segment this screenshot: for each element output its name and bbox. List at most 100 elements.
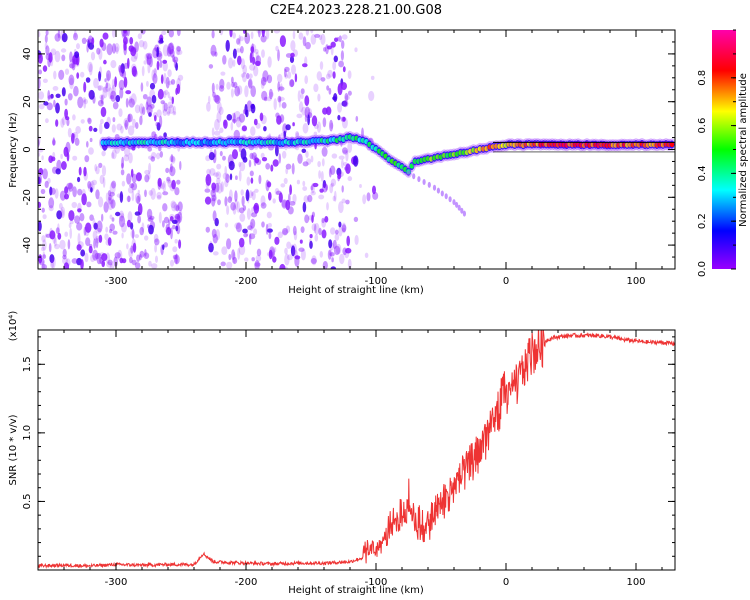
noise-speckle: [99, 252, 105, 257]
noise-speckle: [156, 152, 161, 160]
noise-speckle: [103, 59, 107, 65]
noise-speckle: [148, 155, 154, 160]
noise-speckle: [95, 235, 101, 244]
noise-speckle: [205, 174, 212, 186]
noise-speckle: [169, 213, 175, 220]
noise-speckle: [338, 226, 343, 237]
noise-speckle: [347, 70, 352, 79]
colorbar-tick-label: 0.4: [697, 165, 708, 181]
noise-speckle: [72, 114, 76, 121]
noise-speckle: [277, 95, 282, 103]
noise-speckle: [169, 166, 176, 177]
noise-speckle: [38, 69, 42, 75]
noise-speckle: [83, 166, 87, 177]
noise-speckle: [324, 216, 329, 223]
noise-speckle: [318, 170, 321, 179]
noise-speckle: [41, 264, 47, 269]
noise-speckle: [95, 237, 99, 249]
noise-speckle: [242, 205, 247, 211]
noise-speckle: [251, 43, 255, 55]
noise-speckle: [267, 144, 275, 151]
noise-speckle: [255, 51, 259, 61]
noise-speckle: [242, 156, 248, 163]
noise-speckle: [174, 187, 180, 196]
noise-speckle: [119, 65, 124, 77]
noise-speckle: [121, 156, 124, 169]
noise-speckle: [97, 85, 102, 91]
noise-speckle: [243, 233, 249, 238]
noise-speckle: [76, 43, 80, 50]
noise-speckle: [334, 233, 340, 241]
noise-speckle: [255, 55, 262, 67]
noise-speckle: [45, 30, 49, 36]
noise-speckle: [171, 156, 176, 164]
noise-speckle: [154, 68, 157, 79]
noise-speckle: [224, 196, 228, 207]
noise-speckle: [79, 213, 85, 222]
noise-speckle: [176, 30, 181, 37]
noise-speckle: [124, 119, 129, 130]
noise-speckle: [234, 222, 241, 230]
noise-speckle: [355, 115, 359, 122]
noise-speckle: [289, 201, 296, 206]
noise-speckle: [316, 71, 322, 81]
noise-speckle: [261, 30, 265, 38]
noise-speckle: [236, 117, 241, 122]
noise-speckle: [72, 133, 76, 138]
noise-speckle: [277, 231, 283, 239]
noise-speckle: [239, 113, 245, 123]
noise-speckle: [267, 222, 272, 228]
noise-speckle: [260, 79, 265, 90]
noise-speckle: [250, 212, 258, 218]
noise-speckle: [289, 79, 295, 87]
noise-speckle: [260, 152, 265, 159]
noise-speckle: [102, 86, 109, 93]
noise-speckle: [244, 85, 249, 98]
noise-speckle: [261, 157, 268, 162]
noise-speckle: [127, 113, 133, 123]
noise-speckle: [138, 40, 145, 48]
noise-speckle: [146, 56, 149, 65]
noise-speckle: [71, 201, 78, 209]
noise-speckle: [216, 111, 222, 123]
noise-speckle: [88, 125, 93, 132]
noise-speckle: [172, 54, 176, 63]
noise-speckle: [277, 81, 281, 92]
noise-speckle: [240, 73, 245, 78]
noise-speckle: [154, 238, 160, 246]
noise-speckle: [169, 216, 174, 222]
noise-speckle: [249, 64, 256, 71]
noise-speckle: [263, 126, 267, 132]
noise-speckle: [276, 115, 282, 125]
noise-speckle: [291, 64, 296, 75]
noise-speckle: [165, 223, 170, 230]
noise-speckle: [52, 139, 56, 146]
noise-speckle: [121, 162, 124, 169]
noise-speckle: [49, 254, 55, 264]
noise-speckle: [222, 155, 226, 161]
noise-speckle: [342, 147, 348, 154]
noise-speckle: [159, 151, 163, 158]
noise-speckle: [41, 235, 46, 243]
noise-speckle: [214, 51, 218, 57]
noise-speckle: [131, 238, 137, 251]
noise-speckle: [175, 225, 179, 232]
snr-plot: [38, 330, 675, 569]
noise-speckle: [268, 88, 273, 100]
noise-speckle: [72, 131, 79, 140]
noise-speckle: [270, 164, 274, 172]
noise-speckle: [167, 69, 172, 77]
noise-speckle: [121, 222, 127, 233]
noise-speckle: [256, 30, 261, 34]
noise-speckle: [123, 154, 130, 162]
noise-speckle: [226, 114, 233, 121]
noise-speckle: [230, 121, 234, 131]
noise-speckle: [45, 233, 48, 238]
noise-speckle: [42, 78, 48, 84]
noise-speckle: [236, 201, 240, 213]
noise-speckle: [74, 137, 80, 146]
noise-speckle: [362, 194, 367, 205]
noise-speckle: [309, 240, 313, 249]
snr-y-label: SNR (10 * v/v): [8, 414, 19, 485]
noise-speckle: [169, 155, 176, 163]
